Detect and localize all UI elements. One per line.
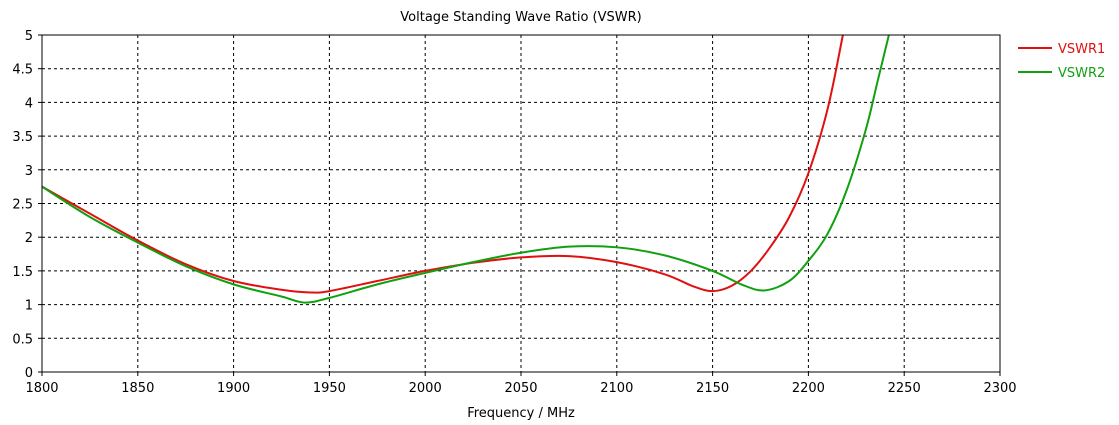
x-tick-label: 2150 [696, 381, 729, 396]
x-tick-label: 2100 [600, 381, 633, 396]
chart-title: Voltage Standing Wave Ratio (VSWR) [400, 10, 641, 25]
x-tick-label: 2050 [504, 381, 537, 396]
legend: VSWR1 VSWR2 [1018, 42, 1105, 81]
legend-label: VSWR1 [1058, 42, 1105, 57]
grid [42, 35, 1000, 372]
y-tick-label: 1.5 [12, 265, 33, 280]
ticks: 1800 1850 1900 1950 2000 2050 2100 2150 2200 2250… [12, 29, 1016, 396]
plot-frame [41, 34, 1001, 373]
x-tick-label: 1800 [25, 381, 58, 396]
series-line-vswr2 [41, 34, 890, 304]
x-tick-label: 2250 [888, 381, 921, 396]
y-tick-label: 3.5 [12, 130, 33, 145]
x-tick-label: 1900 [217, 381, 250, 396]
y-tick-label: 5 [25, 29, 33, 44]
y-tick-label: 2.5 [12, 198, 33, 213]
x-tick-label: 1950 [313, 381, 346, 396]
x-tick-label: 2200 [792, 381, 825, 396]
y-tick-label: 0 [25, 366, 33, 381]
x-tick-label: 1850 [121, 381, 154, 396]
y-tick-label: 3 [25, 164, 33, 179]
series-line-vswr1 [41, 34, 844, 294]
y-tick-label: 0.5 [12, 332, 33, 347]
y-tick-label: 2 [25, 231, 33, 246]
y-tick-label: 1 [25, 299, 33, 314]
y-tick-label: 4.5 [12, 63, 33, 78]
x-tick-label: 2000 [409, 381, 442, 396]
legend-label: VSWR2 [1058, 66, 1105, 81]
series-lines [41, 34, 890, 304]
x-axis-label: Frequency / MHz [467, 406, 575, 421]
x-tick-label: 2300 [983, 381, 1016, 396]
y-tick-label: 4 [25, 96, 33, 111]
